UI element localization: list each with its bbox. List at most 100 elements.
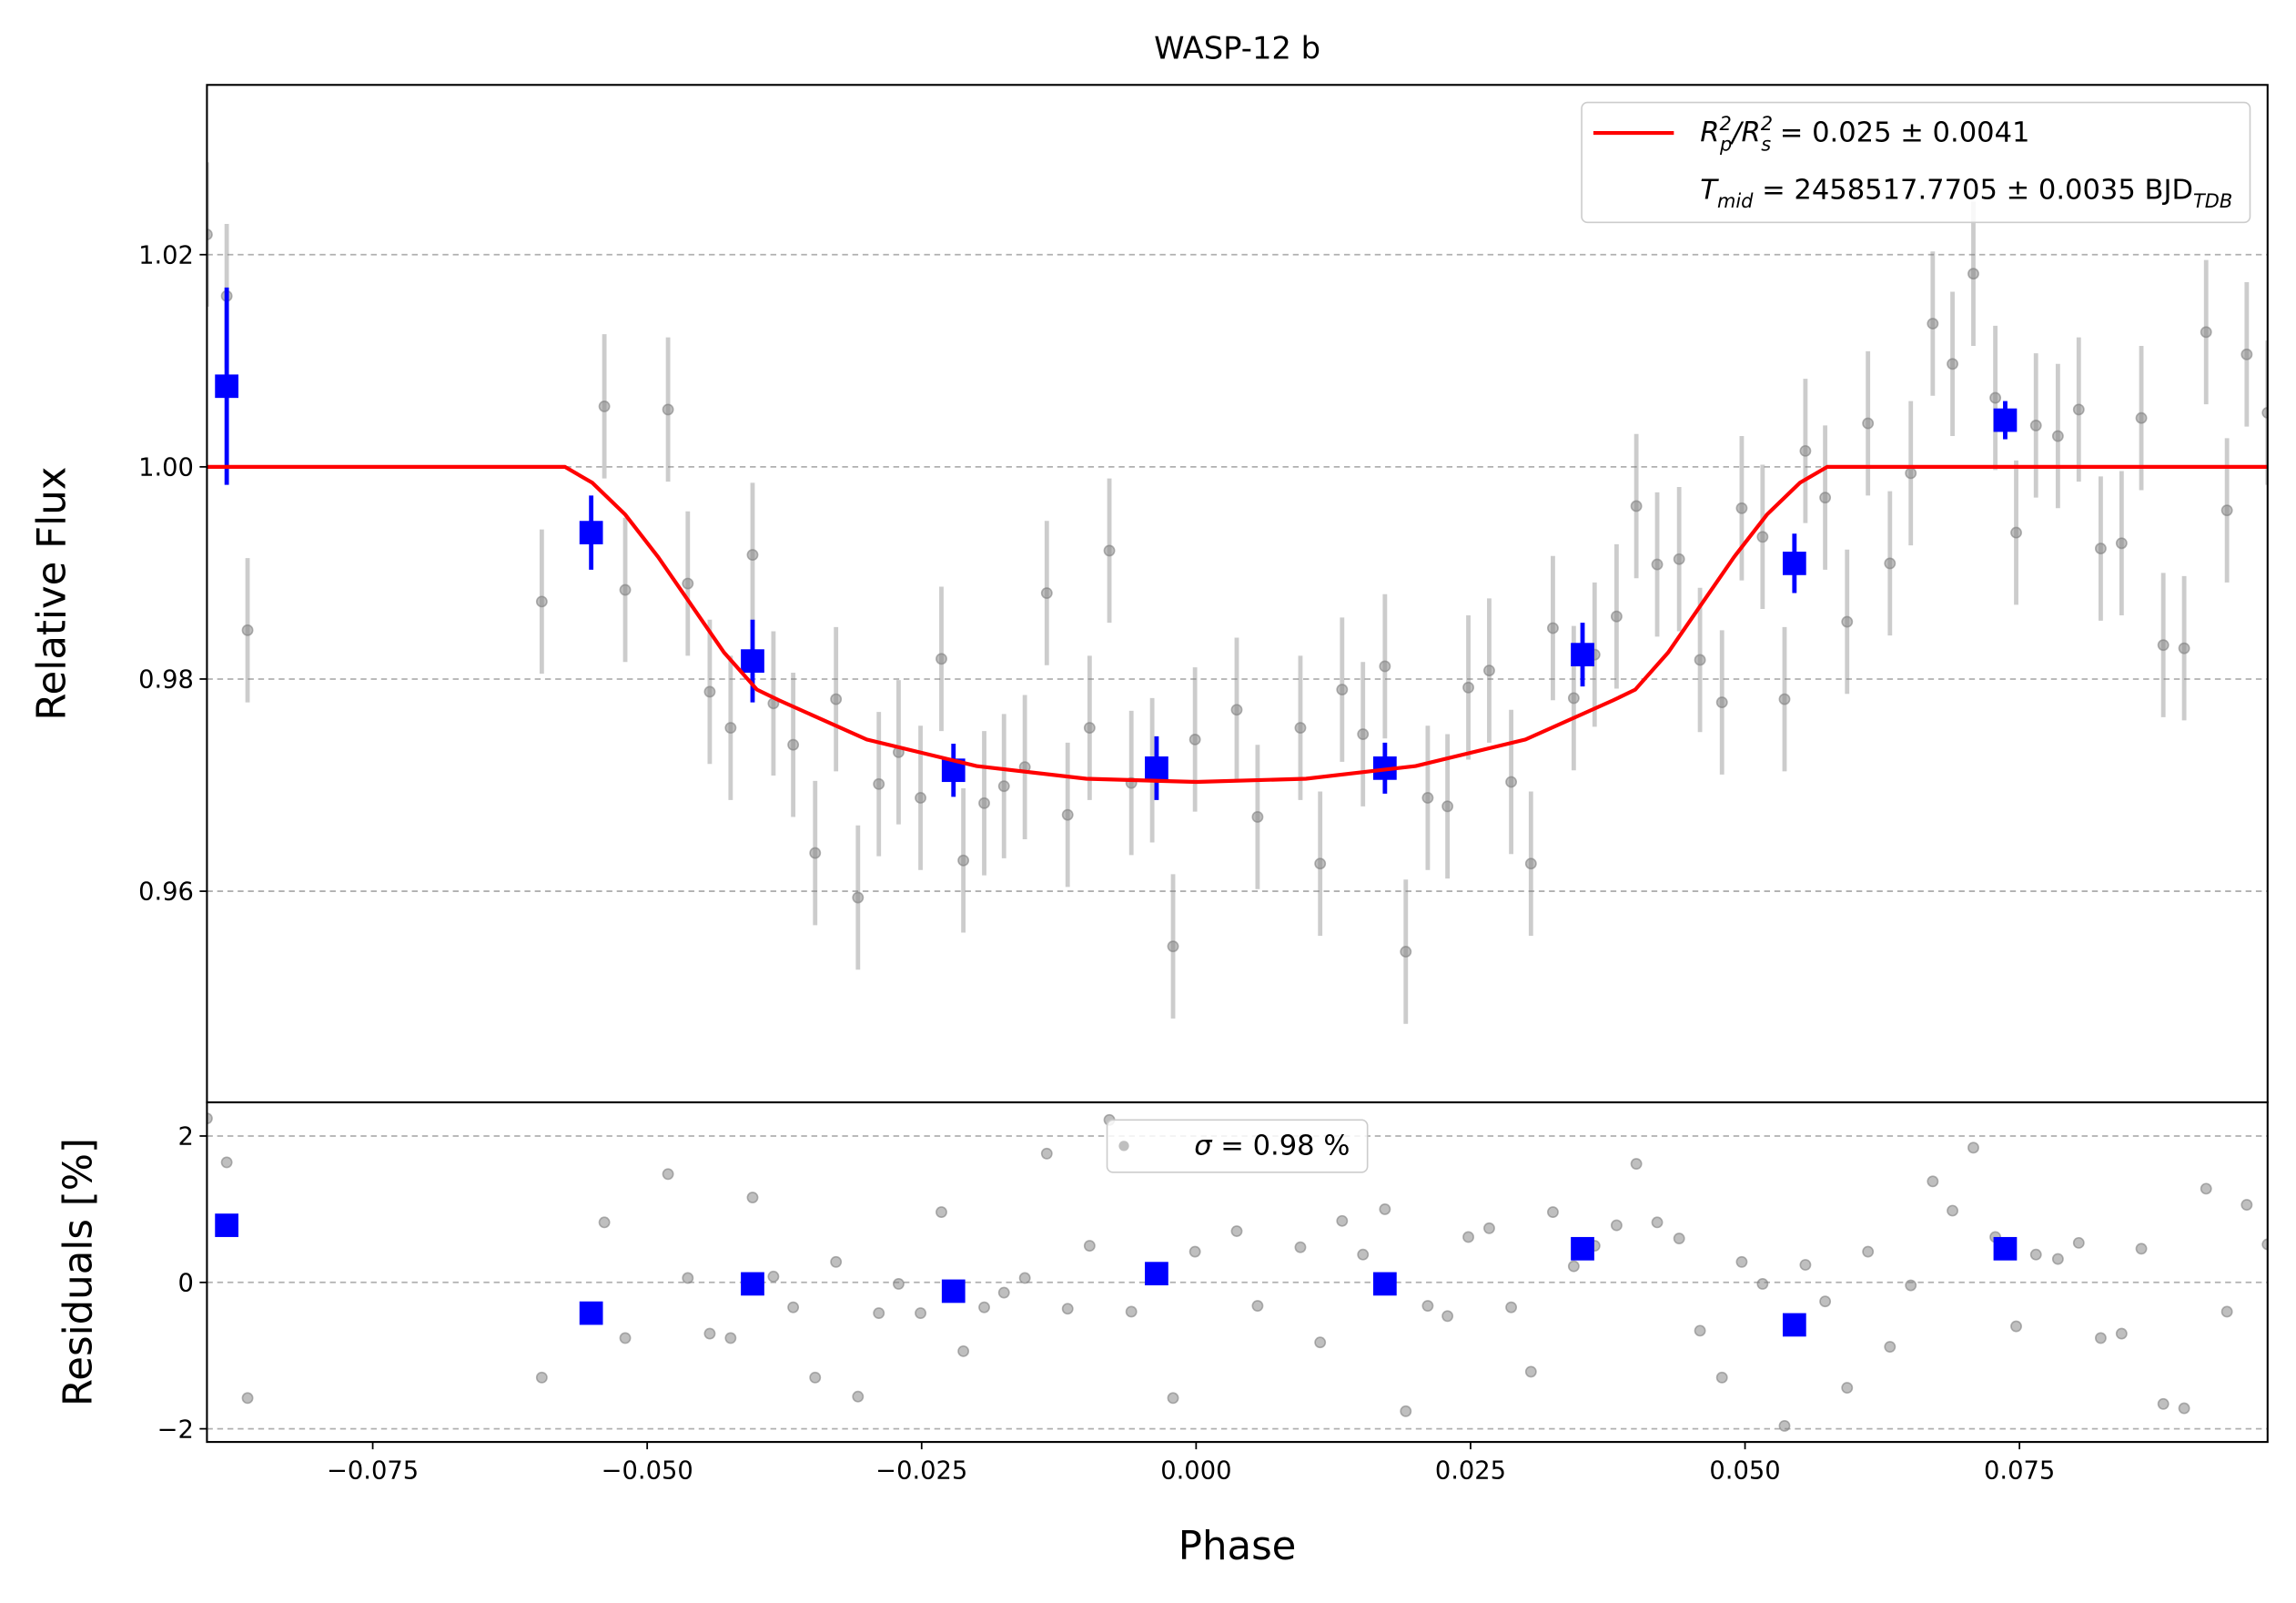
legend-text: TDB bbox=[2193, 190, 2232, 212]
data-point bbox=[2094, 1332, 2107, 1344]
data-point bbox=[1694, 1324, 1706, 1337]
data-point bbox=[1505, 776, 1518, 788]
data-point bbox=[1441, 800, 1454, 813]
x-tick-label: −0.050 bbox=[602, 1456, 693, 1485]
data-point bbox=[767, 1270, 780, 1283]
data-point bbox=[1967, 1141, 1979, 1154]
data-point bbox=[535, 595, 548, 608]
data-point bbox=[1819, 492, 1832, 504]
data-point bbox=[241, 1392, 254, 1405]
data-point bbox=[978, 1301, 990, 1314]
data-point bbox=[1251, 1300, 1264, 1312]
data-point bbox=[2261, 1238, 2268, 1251]
data-point bbox=[220, 1156, 233, 1169]
data-point bbox=[1651, 1216, 1664, 1229]
data-point bbox=[207, 1112, 213, 1125]
data-point bbox=[1610, 610, 1623, 623]
data-point bbox=[1167, 940, 1179, 953]
data-point bbox=[1040, 587, 1053, 599]
data-point bbox=[1841, 615, 1854, 628]
data-point bbox=[2051, 430, 2064, 442]
data-point bbox=[207, 228, 213, 241]
data-point bbox=[787, 738, 800, 751]
data-point bbox=[957, 1344, 970, 1357]
data-point bbox=[1778, 693, 1791, 705]
data-point bbox=[724, 1332, 737, 1344]
data-point bbox=[2261, 406, 2268, 419]
data-point bbox=[2157, 639, 2170, 652]
data-point bbox=[682, 1272, 694, 1284]
data-point bbox=[1018, 1272, 1031, 1284]
data-point bbox=[978, 796, 990, 809]
legend-marker bbox=[1118, 1141, 1129, 1152]
data-point bbox=[936, 653, 947, 665]
data-point bbox=[662, 403, 674, 416]
legend-text: R bbox=[1700, 117, 1719, 149]
data-point bbox=[809, 847, 822, 859]
binned-point bbox=[579, 521, 603, 544]
data-point bbox=[2220, 504, 2233, 517]
data-point bbox=[1505, 1301, 1518, 1314]
data-point bbox=[1694, 654, 1706, 666]
data-point bbox=[2178, 642, 2190, 654]
data-point bbox=[2200, 1182, 2212, 1195]
data-point bbox=[2115, 1327, 2128, 1340]
data-point bbox=[682, 577, 694, 590]
legend-text: = 2458517.7705 ± 0.0035 BJD bbox=[1753, 174, 2193, 206]
data-point bbox=[1884, 1341, 1896, 1353]
data-point bbox=[1715, 1371, 1728, 1384]
binned-point bbox=[1145, 1262, 1168, 1286]
data-point bbox=[2240, 348, 2253, 360]
y-tick-label: 1.02 bbox=[138, 241, 194, 269]
axes-frame bbox=[206, 1101, 2269, 1444]
data-point bbox=[2051, 1253, 2064, 1265]
data-point bbox=[1083, 722, 1096, 735]
legend-text: /R bbox=[1729, 117, 1761, 149]
binned-point bbox=[1145, 756, 1168, 780]
data-point bbox=[1989, 391, 2002, 404]
binned-point bbox=[1993, 1236, 2018, 1261]
legend-text: mid bbox=[1717, 190, 1754, 212]
legend: σ = 0.98 % bbox=[1106, 1119, 1369, 1173]
data-point bbox=[830, 1255, 843, 1268]
legend-label: R2 p/R2 s = 0.025 ± 0.0041 bbox=[1700, 113, 2029, 156]
data-point bbox=[1040, 1147, 1053, 1160]
data-point bbox=[936, 1206, 947, 1219]
data-point bbox=[852, 891, 865, 904]
legend-label: σ = 0.98 % bbox=[1194, 1131, 1350, 1162]
data-point bbox=[2200, 326, 2212, 339]
data-point bbox=[619, 1332, 632, 1344]
data-point bbox=[957, 854, 970, 867]
legend-box bbox=[1106, 1119, 1369, 1173]
x-tick-label: 0.075 bbox=[1984, 1456, 2055, 1485]
data-point bbox=[1862, 417, 1875, 430]
data-point bbox=[1379, 1202, 1391, 1215]
data-point bbox=[1188, 733, 1201, 746]
plot-area bbox=[207, 162, 2268, 1024]
data-point bbox=[893, 1277, 905, 1290]
data-point bbox=[1230, 1225, 1243, 1237]
legend-label: Tmid = 2458517.7705 ± 0.0035 BJDTDB bbox=[1700, 174, 2232, 212]
data-point bbox=[1061, 1303, 1074, 1315]
data-point bbox=[1651, 558, 1664, 571]
data-point bbox=[2220, 1305, 2233, 1318]
data-point bbox=[1778, 1419, 1791, 1432]
data-point bbox=[1735, 1255, 1748, 1268]
data-point bbox=[703, 685, 716, 698]
legend-text: = 0.98 % bbox=[1212, 1131, 1350, 1162]
data-point bbox=[1083, 1240, 1096, 1253]
data-point bbox=[809, 1371, 822, 1384]
data-point bbox=[787, 1301, 800, 1314]
data-point bbox=[598, 400, 611, 412]
data-point bbox=[1400, 1405, 1412, 1417]
data-point bbox=[2178, 1402, 2190, 1415]
legend-text: p bbox=[1719, 133, 1732, 155]
data-point bbox=[1357, 728, 1370, 740]
data-point bbox=[1947, 358, 1958, 370]
data-point bbox=[873, 777, 885, 790]
data-point bbox=[1230, 704, 1243, 716]
data-point bbox=[1251, 811, 1264, 823]
data-point bbox=[997, 1286, 1010, 1299]
data-point bbox=[1884, 557, 1896, 570]
